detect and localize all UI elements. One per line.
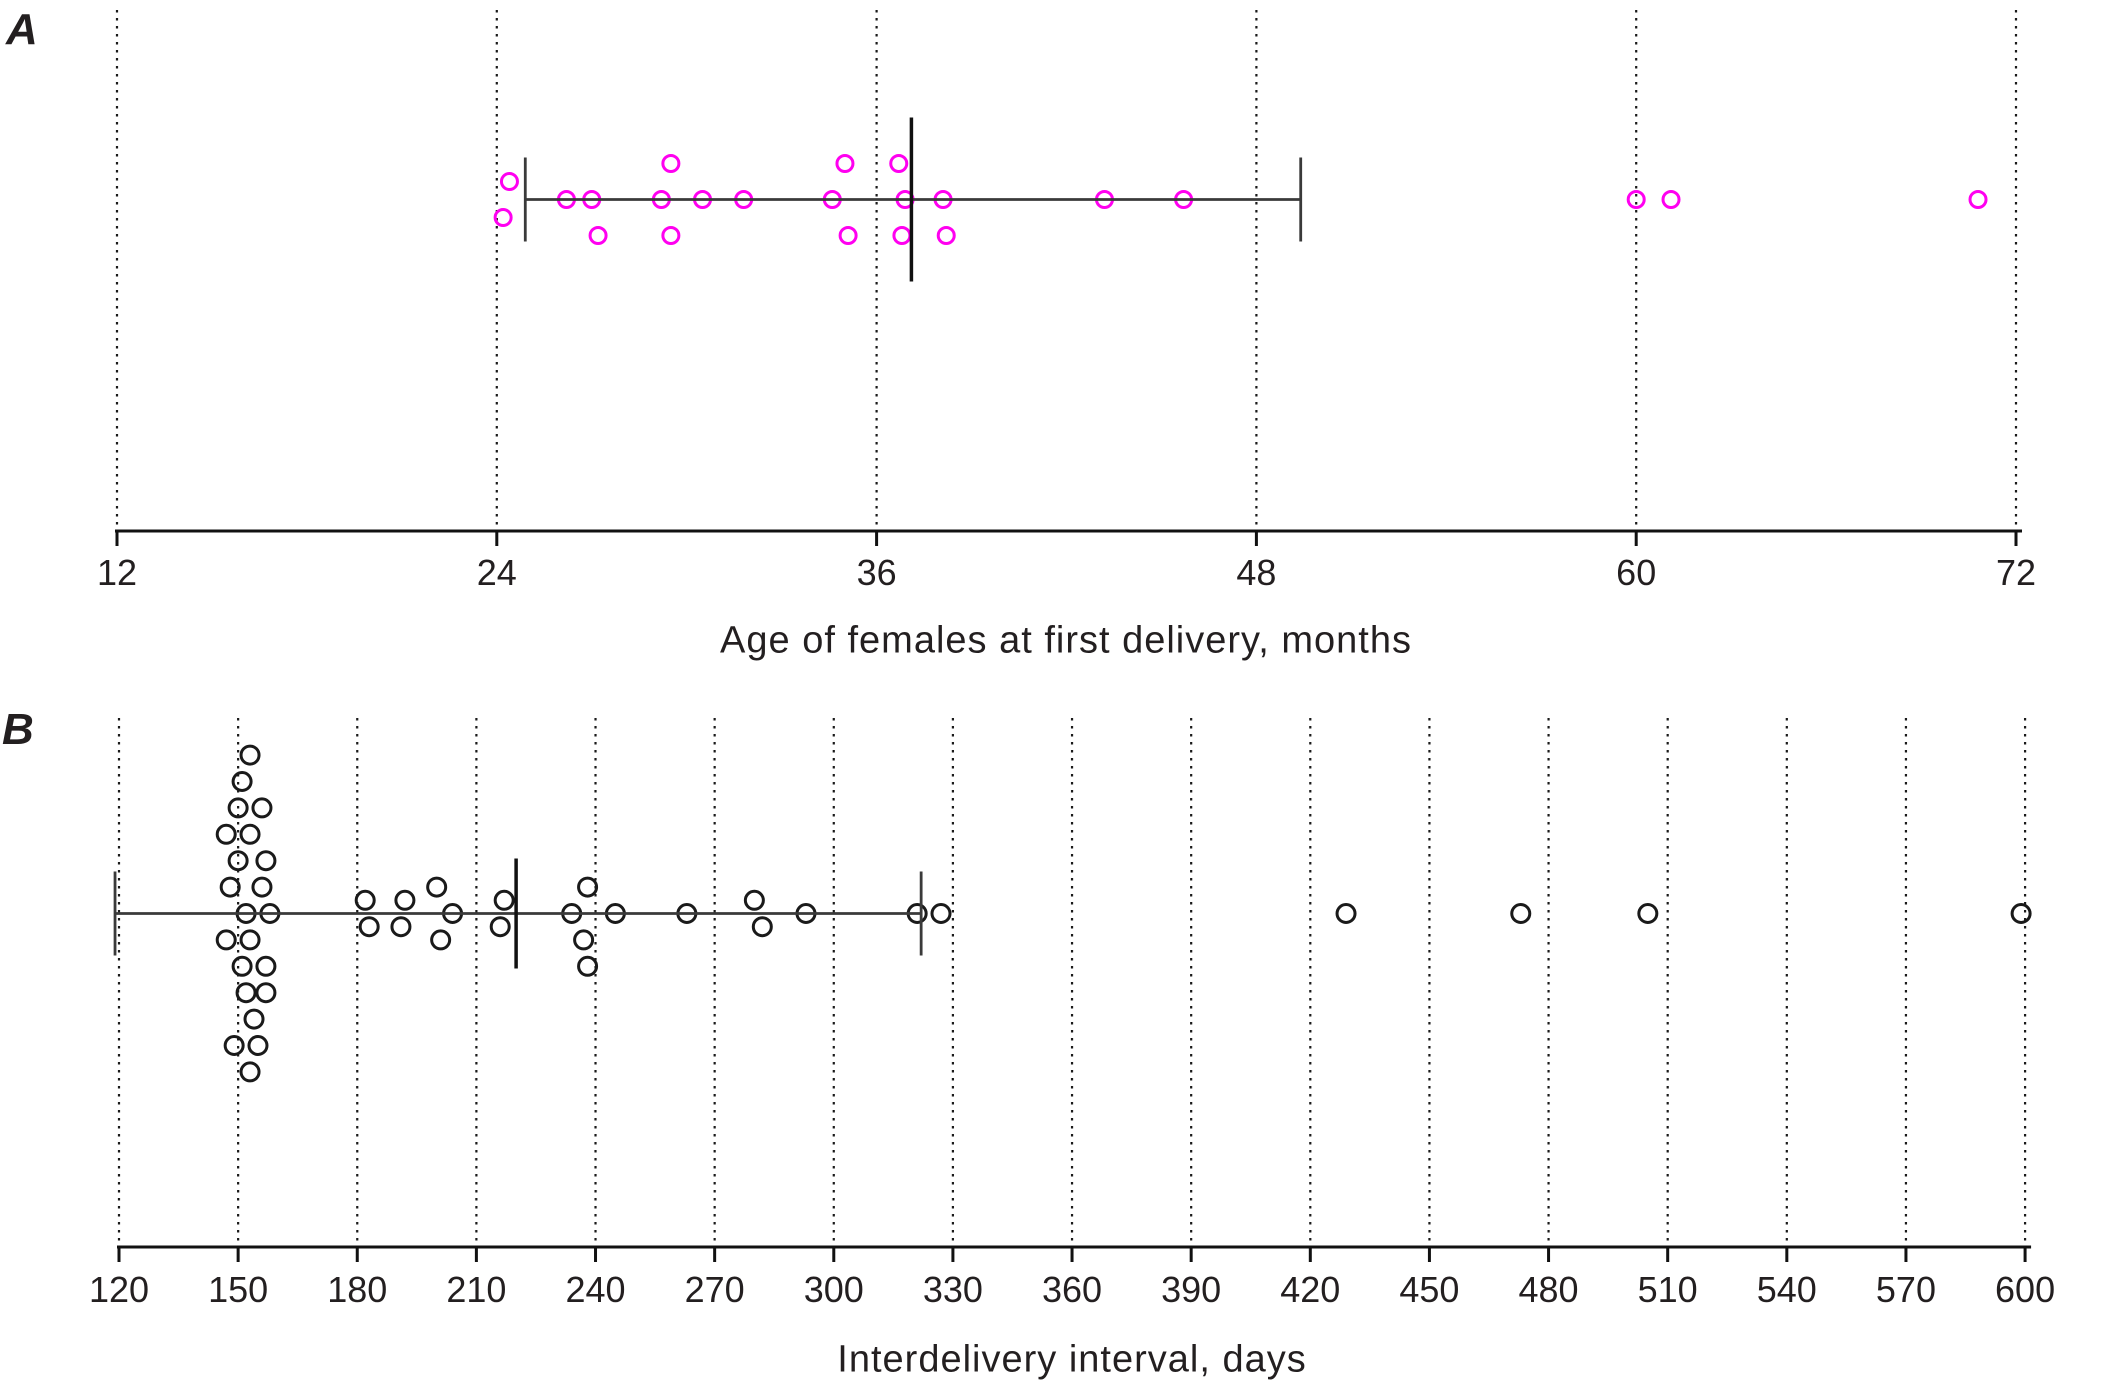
data-point [235, 982, 257, 1004]
data-point [243, 1008, 265, 1030]
data-point [251, 797, 273, 819]
data-point [1968, 190, 1988, 209]
data-point [215, 929, 237, 951]
data-point [930, 903, 952, 924]
tick-label: 240 [565, 1269, 625, 1310]
data-point [247, 1035, 269, 1056]
tick-label: 420 [1280, 1269, 1340, 1310]
tick-label: 150 [208, 1269, 268, 1310]
tick-label: 330 [923, 1269, 983, 1310]
data-point [231, 771, 253, 792]
data-point [835, 154, 855, 173]
tick-label: 120 [89, 1269, 149, 1310]
data-point [239, 823, 261, 845]
data-point [588, 226, 608, 245]
panel-b-axis-title: Interdelivery interval, days [837, 1338, 1307, 1381]
panel-b-label: B [2, 705, 34, 754]
data-point [1335, 903, 1357, 924]
data-point [573, 929, 595, 951]
data-point [358, 916, 380, 938]
data-point [215, 823, 237, 845]
data-point [227, 797, 249, 819]
data-point [889, 154, 909, 173]
data-point [223, 1035, 245, 1056]
data-point [239, 929, 261, 951]
data-point [489, 916, 511, 938]
data-point [354, 889, 376, 911]
data-point [892, 226, 912, 245]
tick-label: 270 [685, 1269, 745, 1310]
data-point [838, 226, 858, 245]
data-point [255, 982, 277, 1004]
tick-label: 570 [1876, 1269, 1936, 1310]
data-point [577, 876, 599, 898]
data-point [426, 876, 448, 898]
data-point [231, 955, 253, 977]
data-point [227, 850, 249, 872]
tick-label: 210 [446, 1269, 506, 1310]
data-point [493, 889, 515, 911]
tick-label: 60 [1616, 552, 1656, 593]
data-point [1637, 903, 1659, 924]
data-point [239, 744, 261, 766]
data-point [1661, 190, 1681, 209]
data-point [577, 955, 599, 977]
tick-label: 36 [857, 552, 897, 593]
tick-label: 72 [1996, 552, 2036, 593]
data-point [1626, 190, 1646, 209]
data-point [661, 226, 681, 245]
data-point [390, 916, 412, 938]
tick-label: 540 [1757, 1269, 1817, 1310]
tick-label: 480 [1519, 1269, 1579, 1310]
tick-label: 12 [97, 552, 137, 593]
data-point [743, 889, 765, 911]
tick-label: 300 [804, 1269, 864, 1310]
tick-label: 24 [477, 552, 517, 593]
data-point [499, 172, 519, 191]
data-point [751, 916, 773, 938]
tick-label: 180 [327, 1269, 387, 1310]
data-point [1510, 903, 1532, 924]
data-point [239, 1061, 261, 1083]
data-point [936, 226, 956, 245]
tick-label: 390 [1161, 1269, 1221, 1310]
data-point [255, 955, 277, 977]
tick-label: 510 [1638, 1269, 1698, 1310]
tick-label: 48 [1236, 552, 1276, 593]
panel-a-axis-title: Age of females at first delivery, months [720, 619, 1412, 662]
panel-a-label: A [6, 5, 38, 54]
data-point [255, 850, 277, 872]
data-point [661, 154, 681, 173]
data-point [430, 929, 452, 951]
data-point [2010, 903, 2032, 924]
tick-label: 600 [1995, 1269, 2055, 1310]
data-point [493, 208, 513, 227]
tick-label: 450 [1399, 1269, 1459, 1310]
data-point [251, 876, 273, 898]
data-point [394, 889, 416, 911]
data-point [219, 876, 241, 898]
tick-label: 360 [1042, 1269, 1102, 1310]
